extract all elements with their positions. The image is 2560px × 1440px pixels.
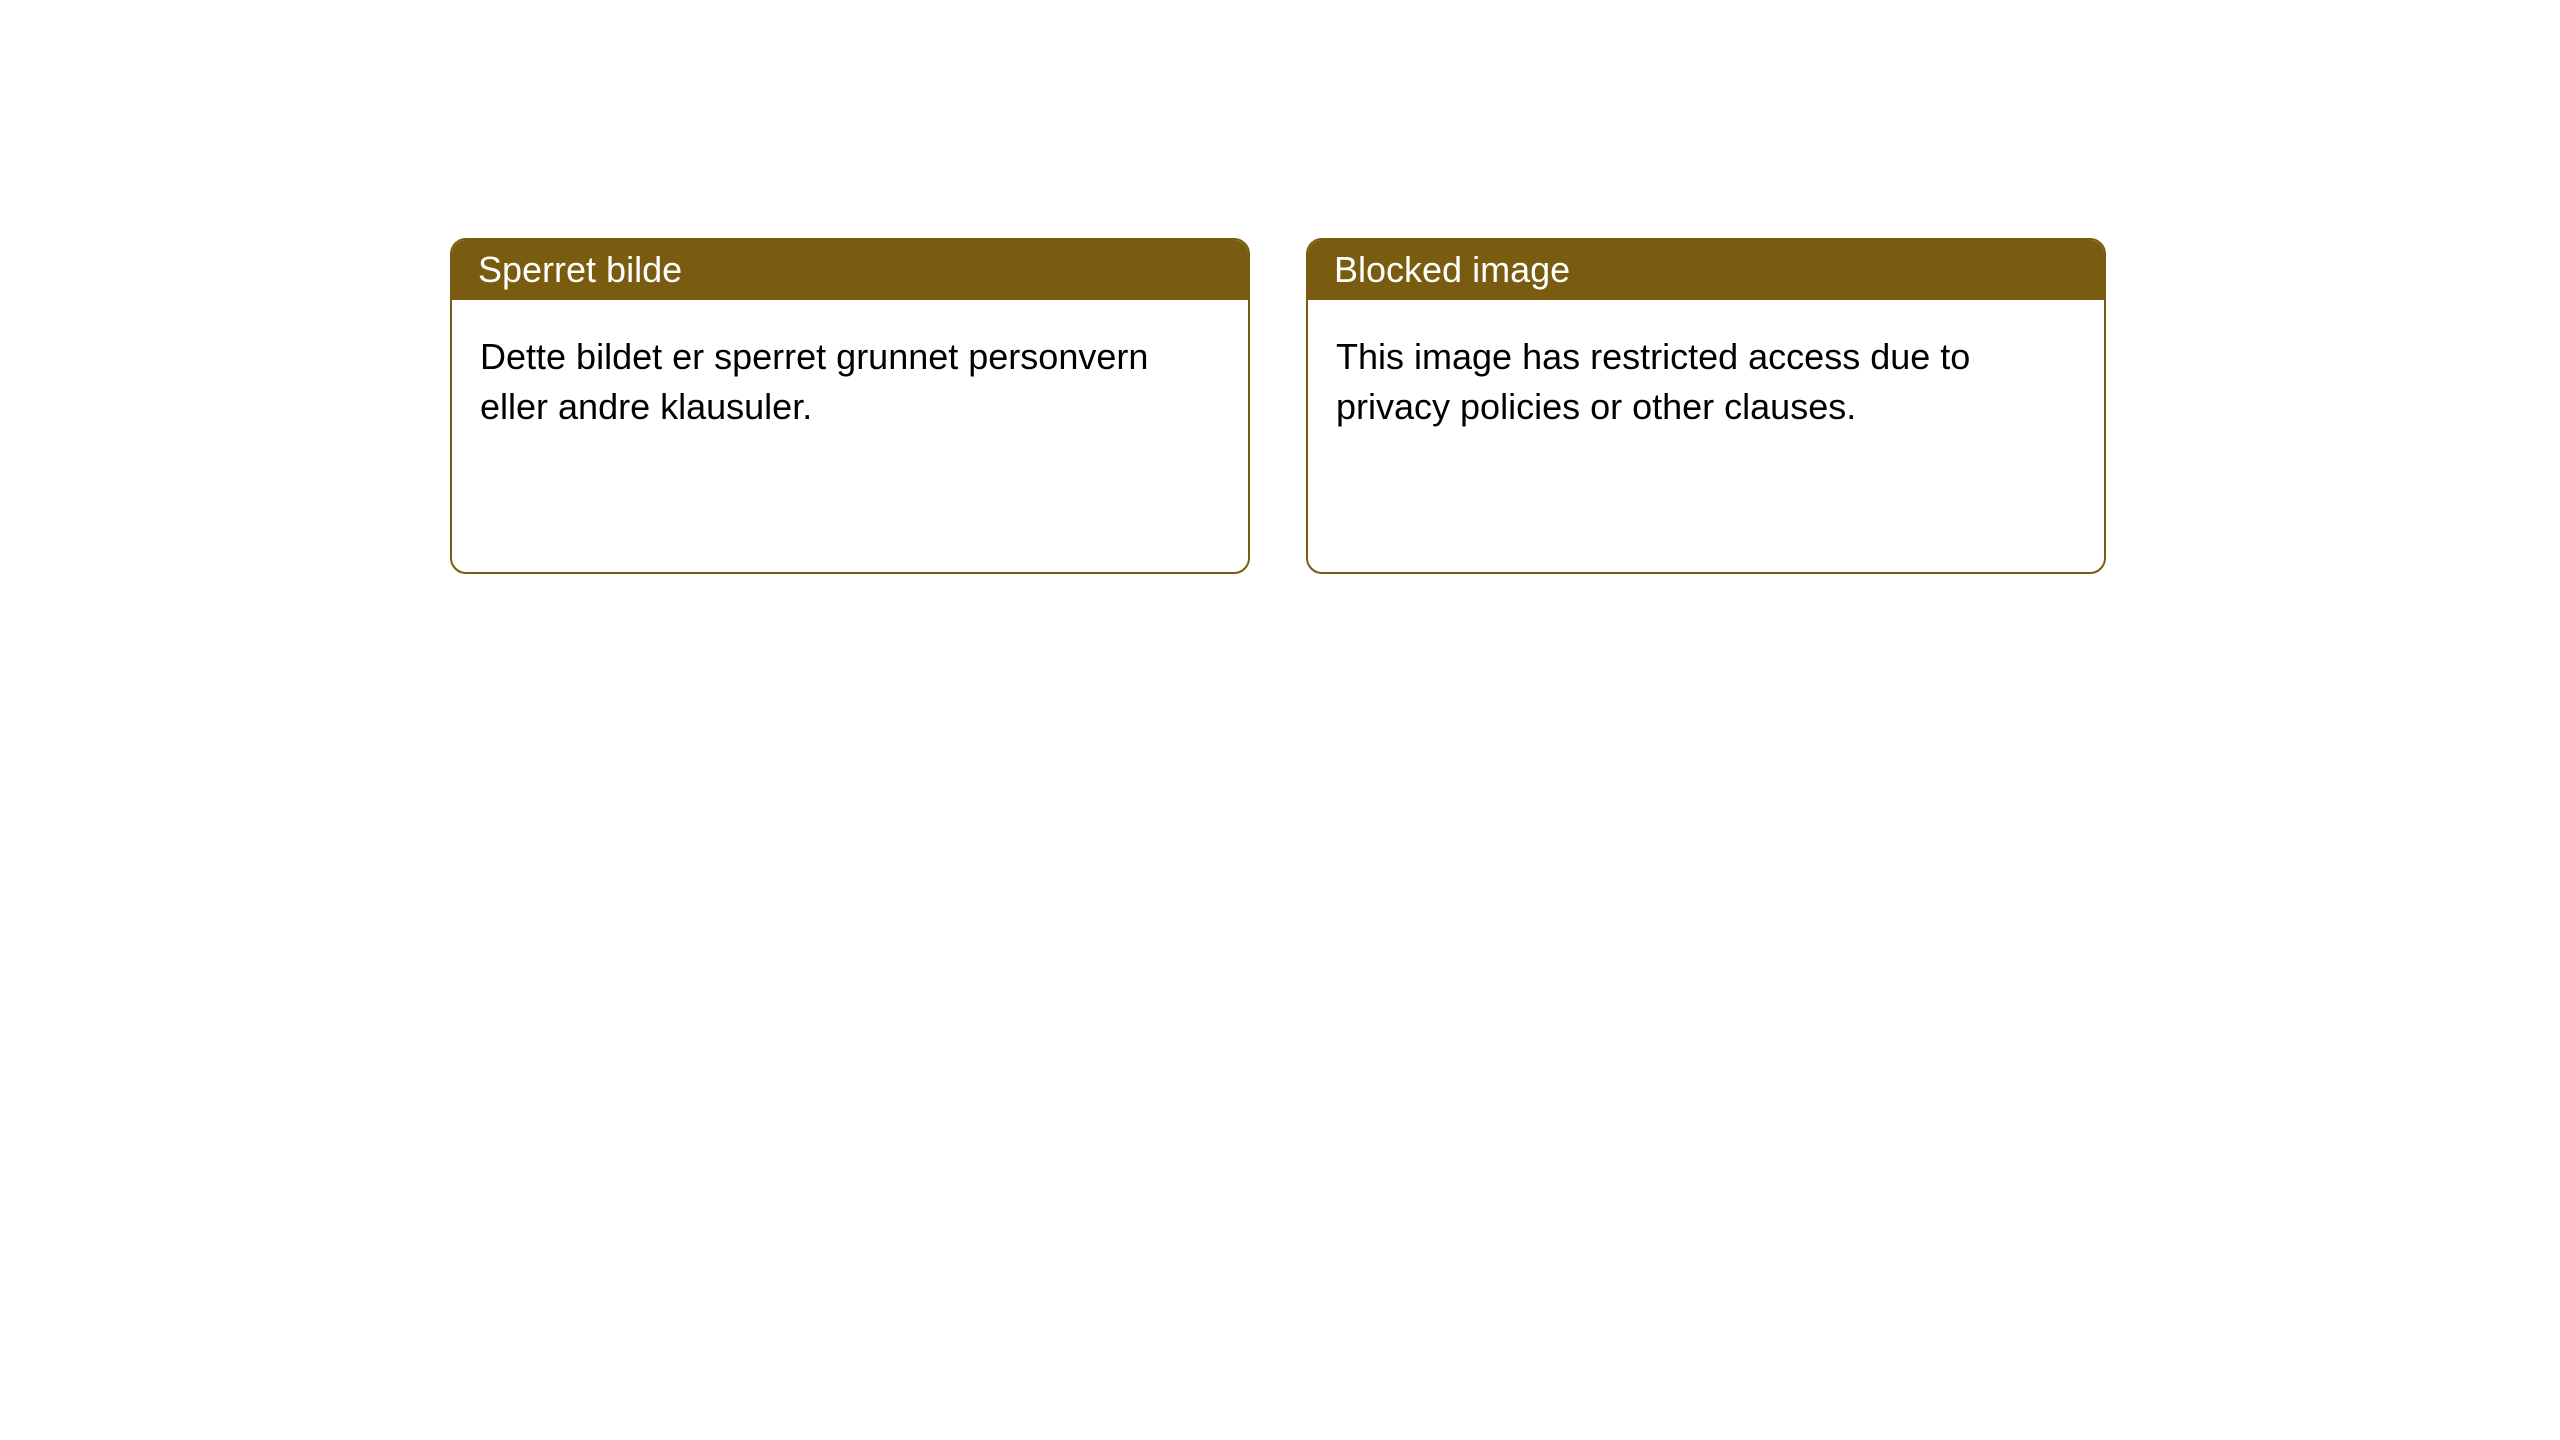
card-header: Sperret bilde bbox=[452, 240, 1248, 300]
card-header: Blocked image bbox=[1308, 240, 2104, 300]
card-body-text: Dette bildet er sperret grunnet personve… bbox=[480, 336, 1148, 427]
card-body: Dette bildet er sperret grunnet personve… bbox=[452, 300, 1248, 465]
blocked-image-card-en: Blocked image This image has restricted … bbox=[1306, 238, 2106, 574]
blocked-image-card-no: Sperret bilde Dette bildet er sperret gr… bbox=[450, 238, 1250, 574]
card-body: This image has restricted access due to … bbox=[1308, 300, 2104, 465]
card-title: Sperret bilde bbox=[478, 249, 682, 291]
cards-container: Sperret bilde Dette bildet er sperret gr… bbox=[0, 0, 2560, 574]
card-body-text: This image has restricted access due to … bbox=[1336, 336, 1970, 427]
card-title: Blocked image bbox=[1334, 249, 1570, 291]
